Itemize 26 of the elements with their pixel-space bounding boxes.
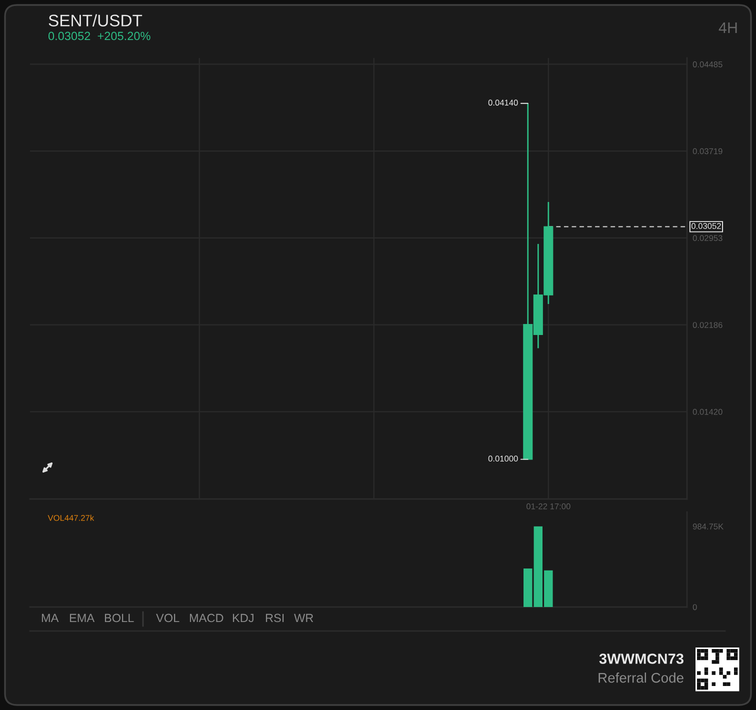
text: VOL (156, 614, 180, 622)
chart-subtitle: 0.03052 +205.20% (48, 32, 150, 40)
text: KDJ (232, 614, 254, 622)
y-tick-label: 0.03719 (692, 148, 722, 154)
text: 4H (718, 22, 737, 33)
chart-title: SENT/USDT (48, 14, 142, 26)
y-tick-label: 0.02186 (692, 322, 722, 328)
y-tick-label: 0.01420 (692, 408, 722, 415)
y-tick-label: 0.04485 (692, 61, 722, 68)
text: MACD (190, 614, 224, 622)
bar (524, 568, 532, 607)
x-tick-label: 01-22 17:00 (526, 503, 570, 510)
text: 3WWMCN73 (599, 654, 684, 664)
annotation: 0.04140 (488, 100, 518, 106)
text: Referral Code (598, 672, 684, 683)
text: EMA (70, 614, 95, 622)
y-tick-label: 984.75K (692, 524, 724, 530)
y-tick-label: 0.02953 (692, 235, 722, 242)
text: MA (42, 614, 59, 622)
text: BOLL (104, 614, 134, 622)
y-tick-label: 0 (692, 604, 697, 610)
ref-line-label: 0.03052 (691, 223, 721, 229)
annotation: 0.01000 (488, 456, 518, 462)
text: RSI (266, 614, 284, 622)
annotation: VOL447.27k (48, 514, 94, 521)
text: WR (294, 614, 314, 622)
